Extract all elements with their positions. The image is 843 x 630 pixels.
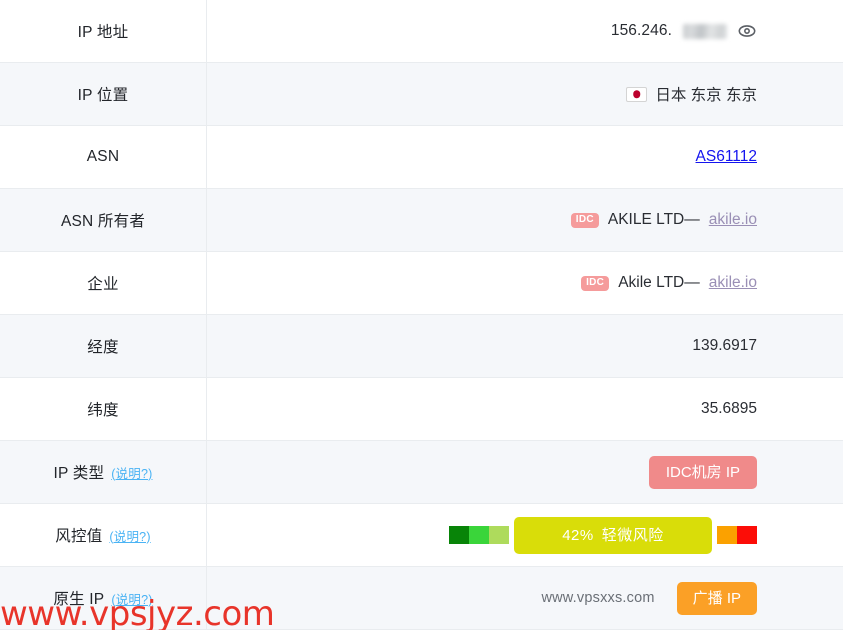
asn-owner-value: IDC AKILE LTD— akile.io bbox=[570, 211, 757, 229]
ip-address-value: 156.246. bbox=[611, 21, 757, 41]
broadcast-ip-badge[interactable]: 广播 IP bbox=[676, 581, 757, 615]
risk-segment-green-mid bbox=[469, 526, 489, 544]
risk-segment-orange bbox=[717, 526, 737, 544]
ip-location-text: 日本 东京 东京 bbox=[655, 87, 757, 104]
row-label-cell: ASN 所有者 bbox=[0, 189, 207, 251]
idc-tag-badge: IDC bbox=[570, 212, 599, 228]
asn-link[interactable]: AS61112 bbox=[695, 148, 757, 165]
row-label: 企业 bbox=[87, 276, 119, 293]
row-value-cell: IDC机房 IP bbox=[207, 441, 843, 503]
row-value-cell: 156.246. bbox=[207, 0, 843, 62]
row-label-cell: IP 位置 bbox=[0, 63, 207, 125]
ip-address-text: 156.246. bbox=[610, 22, 672, 39]
row-label-cell: 风控值 (说明?) bbox=[0, 504, 207, 566]
row-label: IP 位置 bbox=[77, 87, 129, 104]
row-label: ASN bbox=[86, 148, 120, 165]
risk-score-bar: 42% 轻微风险 bbox=[514, 516, 712, 554]
row-label: ASN 所有者 bbox=[60, 213, 146, 230]
help-link-native-ip[interactable]: (说明?) bbox=[111, 592, 153, 607]
row-value-cell: 日本 东京 东京 bbox=[207, 63, 843, 125]
row-label-cell: 原生 IP (说明?) bbox=[0, 567, 207, 629]
risk-segment-green-dark bbox=[449, 526, 469, 544]
ip-location-value: 日本 东京 东京 bbox=[626, 83, 757, 105]
risk-segment-green-light bbox=[489, 526, 509, 544]
table-row-longitude: 经度 139.6917 bbox=[0, 315, 843, 378]
company-site-link[interactable]: akile.io bbox=[708, 274, 757, 291]
latitude-value: 35.6895 bbox=[700, 400, 757, 417]
risk-label: 轻微风险 bbox=[601, 526, 664, 544]
longitude-value: 139.6917 bbox=[692, 337, 757, 354]
row-label: 经度 bbox=[87, 339, 119, 356]
eye-icon[interactable] bbox=[737, 21, 757, 41]
row-label-cell: IP 类型 (说明?) bbox=[0, 441, 207, 503]
row-label: 原生 IP bbox=[53, 591, 105, 608]
ip-redaction-mask bbox=[683, 23, 727, 39]
table-row-asn: ASN AS61112 bbox=[0, 126, 843, 189]
row-value-cell: 42% 轻微风险 bbox=[207, 504, 843, 566]
risk-meter: 42% 轻微风险 bbox=[449, 516, 757, 554]
jp-flag-icon bbox=[626, 86, 648, 102]
row-value-cell: 35.6895 bbox=[207, 378, 843, 440]
risk-segment-red bbox=[737, 526, 757, 544]
idc-tag-badge: IDC bbox=[581, 275, 610, 291]
risk-percent: 42% bbox=[562, 526, 594, 544]
row-label-cell: ASN bbox=[0, 126, 207, 188]
asn-owner-site-link[interactable]: akile.io bbox=[708, 211, 757, 228]
row-value-cell: IDC Akile LTD— akile.io bbox=[207, 252, 843, 314]
help-link-risk-score[interactable]: (说明?) bbox=[109, 529, 151, 544]
row-value-cell: IDC AKILE LTD— akile.io bbox=[207, 189, 843, 251]
table-row-ip-type: IP 类型 (说明?) IDC机房 IP bbox=[0, 441, 843, 504]
company-value: IDC Akile LTD— akile.io bbox=[581, 274, 757, 292]
row-label-cell: 企业 bbox=[0, 252, 207, 314]
asn-owner-name: AKILE LTD— bbox=[607, 211, 700, 228]
table-row-company: 企业 IDC Akile LTD— akile.io bbox=[0, 252, 843, 315]
table-row-latitude: 纬度 35.6895 bbox=[0, 378, 843, 441]
table-row-asn-owner: ASN 所有者 IDC AKILE LTD— akile.io bbox=[0, 189, 843, 252]
row-value-cell: www.vpsxxs.com 广播 IP bbox=[207, 567, 843, 629]
row-label-cell: IP 地址 bbox=[0, 0, 207, 62]
row-label: 纬度 bbox=[87, 402, 119, 419]
row-value-cell: AS61112 bbox=[207, 126, 843, 188]
company-name: Akile LTD— bbox=[618, 274, 700, 291]
row-label: 风控值 bbox=[55, 528, 103, 545]
watermark-gray: www.vpsxxs.com bbox=[541, 590, 655, 606]
ip-type-badge[interactable]: IDC机房 IP bbox=[648, 455, 757, 489]
row-label: IP 类型 bbox=[53, 465, 105, 482]
help-link-ip-type[interactable]: (说明?) bbox=[111, 466, 153, 481]
row-label-cell: 经度 bbox=[0, 315, 207, 377]
table-row-risk-score: 风控值 (说明?) 42% 轻微风险 bbox=[0, 504, 843, 567]
table-row-native-ip: 原生 IP (说明?) www.vpsxxs.com 广播 IP bbox=[0, 567, 843, 630]
table-row-ip-address: IP 地址 156.246. bbox=[0, 0, 843, 63]
row-label: IP 地址 bbox=[77, 24, 129, 41]
row-value-cell: 139.6917 bbox=[207, 315, 843, 377]
row-label-cell: 纬度 bbox=[0, 378, 207, 440]
table-row-ip-location: IP 位置 日本 东京 东京 bbox=[0, 63, 843, 126]
